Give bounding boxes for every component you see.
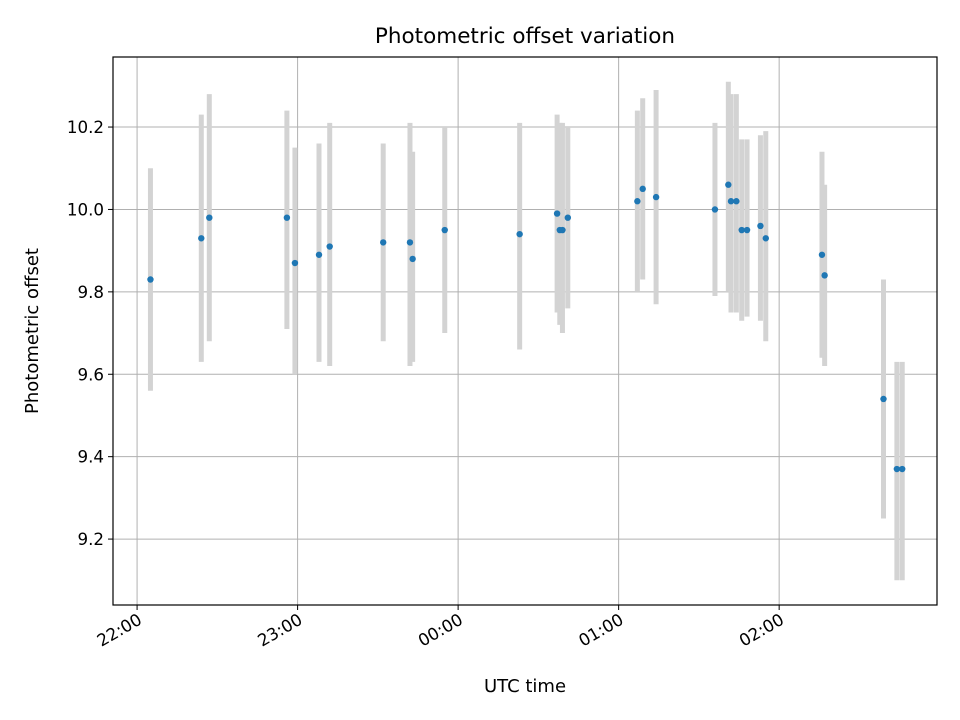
- x-tick-label: 23:00: [254, 609, 306, 650]
- data-point: [757, 222, 764, 230]
- x-tick-label: 22:00: [93, 609, 145, 650]
- x-tick-label: 00:00: [414, 609, 466, 650]
- data-point: [409, 255, 416, 263]
- data-point: [315, 251, 323, 258]
- data-point: [639, 185, 646, 193]
- data-point: [559, 226, 566, 234]
- data-point: [441, 226, 448, 234]
- data-point: [899, 465, 906, 473]
- data-point: [406, 239, 414, 246]
- data-point: [821, 272, 828, 279]
- x-axis-label: UTC time: [484, 676, 566, 697]
- data-point: [283, 214, 291, 221]
- data-point: [206, 214, 213, 221]
- data-point: [634, 198, 641, 205]
- data-point: [725, 181, 732, 188]
- x-axis: 22:00 23:00 00:00 01:00 02:00: [93, 605, 787, 651]
- grid: [113, 57, 937, 605]
- data-point: [762, 235, 769, 242]
- data-point: [652, 193, 660, 201]
- y-tick-label: 9.6: [77, 364, 104, 384]
- data-point: [516, 230, 523, 238]
- x-tick-label: 02:00: [736, 609, 788, 650]
- x-tick-label: 01:00: [575, 609, 627, 650]
- y-axis-label: Photometric offset: [22, 248, 43, 414]
- data-point: [818, 251, 826, 258]
- y-tick-label: 9.2: [77, 529, 104, 549]
- data-point: [553, 210, 561, 217]
- chart-title: Photometric offset variation: [375, 24, 675, 49]
- data-point: [743, 226, 751, 234]
- data-point: [380, 239, 387, 246]
- y-tick-label: 9.8: [77, 282, 104, 302]
- data-point: [147, 276, 154, 283]
- y-tick-label: 10.0: [67, 199, 104, 219]
- data-points: [147, 181, 906, 473]
- data-point: [198, 235, 205, 242]
- error-bars: [147, 81, 905, 581]
- data-point: [326, 243, 333, 250]
- data-point: [880, 395, 887, 403]
- y-tick-label: 10.2: [67, 117, 104, 137]
- y-axis: 9.2 9.4 9.6 9.8 10.0 10.2: [67, 117, 113, 549]
- data-point: [733, 198, 740, 205]
- data-point: [291, 259, 299, 267]
- data-point: [893, 465, 901, 473]
- data-point: [727, 198, 735, 205]
- plot-frame: [112, 56, 938, 606]
- data-point: [738, 226, 745, 234]
- data-point: [564, 214, 572, 221]
- y-tick-label: 9.4: [77, 447, 104, 467]
- data-point: [711, 206, 719, 213]
